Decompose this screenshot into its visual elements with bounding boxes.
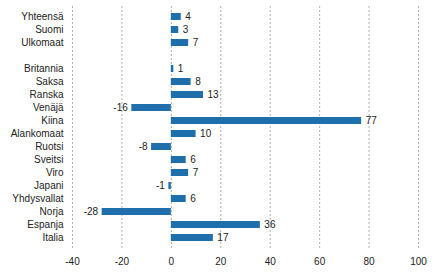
svg-text:Yhdysvallat: Yhdysvallat <box>12 193 63 204</box>
svg-text:-20: -20 <box>115 256 130 267</box>
svg-text:7: 7 <box>193 167 199 178</box>
svg-text:36: 36 <box>264 219 276 230</box>
svg-text:0: 0 <box>169 256 175 267</box>
svg-text:Ulkomaat: Ulkomaat <box>21 37 63 48</box>
svg-text:Ruotsi: Ruotsi <box>35 141 63 152</box>
svg-text:8: 8 <box>195 76 201 87</box>
svg-text:10: 10 <box>200 128 212 139</box>
svg-text:80: 80 <box>364 256 376 267</box>
svg-text:6: 6 <box>190 154 196 165</box>
svg-text:7: 7 <box>193 37 199 48</box>
svg-text:Japani: Japani <box>34 180 63 191</box>
svg-text:40: 40 <box>265 256 277 267</box>
svg-text:3: 3 <box>183 24 189 35</box>
svg-text:Kiina: Kiina <box>41 115 64 126</box>
svg-text:-40: -40 <box>65 256 80 267</box>
svg-text:Yhteensä: Yhteensä <box>21 11 64 22</box>
svg-text:4: 4 <box>185 11 191 22</box>
svg-text:20: 20 <box>215 256 227 267</box>
svg-text:Ranska: Ranska <box>30 89 64 100</box>
svg-text:60: 60 <box>314 256 326 267</box>
svg-text:Viro: Viro <box>46 167 64 178</box>
svg-text:Espanja: Espanja <box>27 219 64 230</box>
svg-text:Alankomaat: Alankomaat <box>11 128 64 139</box>
svg-text:-28: -28 <box>84 206 99 217</box>
svg-text:Sveitsi: Sveitsi <box>34 154 63 165</box>
svg-text:77: 77 <box>366 115 378 126</box>
svg-text:Saksa: Saksa <box>36 76 64 87</box>
svg-text:Norja: Norja <box>40 206 64 217</box>
svg-text:Venäjä: Venäjä <box>33 102 64 113</box>
svg-text:Italia: Italia <box>42 232 64 243</box>
svg-text:-8: -8 <box>139 141 148 152</box>
svg-text:1: 1 <box>178 63 184 74</box>
svg-text:-16: -16 <box>113 102 128 113</box>
svg-text:Britannia: Britannia <box>24 63 64 74</box>
svg-text:6: 6 <box>190 193 196 204</box>
svg-text:100: 100 <box>410 256 427 267</box>
svg-text:17: 17 <box>217 232 229 243</box>
svg-text:13: 13 <box>207 89 219 100</box>
svg-text:Suomi: Suomi <box>35 24 63 35</box>
svg-text:-1: -1 <box>156 180 165 191</box>
